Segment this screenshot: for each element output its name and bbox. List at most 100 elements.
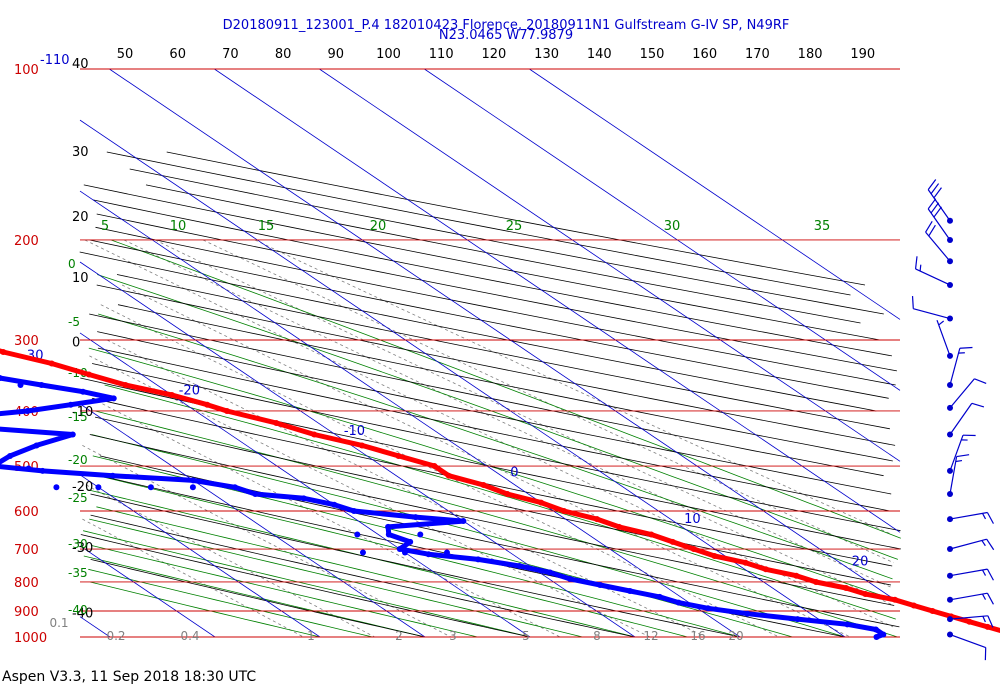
temperature-point [762, 566, 769, 573]
wind-barb-station-dot [947, 315, 953, 322]
wind-barb-station-dot [947, 352, 953, 359]
wind-barb-half-flag [981, 513, 987, 520]
dewpoint-point [38, 381, 45, 388]
dewpoint-point [425, 551, 432, 558]
wind-barb-flag [986, 592, 994, 605]
wind-barb-flag [927, 179, 937, 190]
mixing-ratio-line [254, 239, 893, 535]
wind-barb-flag [971, 402, 985, 408]
dewpoint-point [231, 484, 238, 491]
moist-adiabat-line [88, 568, 373, 638]
mixing-ratio-line [123, 239, 894, 606]
temperature-point [593, 516, 600, 523]
wind-barb-station-dot [947, 490, 953, 497]
dry-adiabat-line [92, 199, 892, 357]
mixing-ratio-line [121, 284, 851, 638]
chart-title-group: D20180911_123001_P.4 182010423 Florence,… [223, 18, 790, 43]
temperature-point [85, 371, 92, 378]
left-scale-label: -40 [72, 606, 93, 621]
wind-barb-station-dot [947, 236, 953, 243]
left-scale-label: 30 [72, 145, 89, 160]
dry-adiabat-line [95, 416, 892, 586]
chart-title-line1: D20180911_123001_P.4 182010423 Florence,… [223, 18, 790, 33]
wind-barb-station-dot [947, 281, 953, 288]
isotherm-label: 0 [510, 465, 518, 480]
temperature-point [910, 602, 917, 609]
dry-adiabat-line [80, 534, 531, 638]
moist-adiabat-label: 0 [68, 257, 76, 271]
temperature-point [395, 452, 402, 459]
wind-barb-flag [927, 198, 937, 210]
temperature-point [742, 559, 749, 566]
wind-barb-station-dot [947, 258, 953, 265]
dewpoint-point [475, 556, 482, 563]
top-scale-label: 100 [376, 47, 401, 62]
dewpoint-point [547, 569, 554, 576]
wind-barb-flag [933, 187, 942, 199]
isotherm-line [79, 190, 741, 638]
isotherm-line [79, 545, 216, 638]
wind-barb [936, 320, 953, 359]
wind-barb-half-flag [981, 593, 987, 600]
mixing-ratio-line [82, 518, 304, 638]
mixing-ratio-label: 2 [395, 629, 403, 643]
wind-barb-flag [925, 221, 933, 233]
temperature-point [538, 499, 545, 506]
top-scale-label: 90 [328, 47, 345, 62]
dewpoint-point [880, 631, 887, 638]
dewpoint-point [33, 442, 40, 449]
isobars [80, 68, 900, 638]
wind-barb-half-flag [938, 320, 945, 326]
top-scale-label: 70 [222, 47, 239, 62]
left-scale-label: 20 [72, 210, 89, 225]
temperature-point [843, 585, 850, 592]
dewpoint-point [7, 452, 14, 459]
dewpoint-point [401, 549, 408, 556]
dewpoint-point [460, 518, 467, 525]
dewpoint-point [516, 563, 523, 570]
moist-adiabat-label: -25 [68, 491, 88, 505]
dry-adiabat-line [117, 304, 893, 462]
dewpoint-point [744, 610, 751, 617]
dewpoint-point [95, 484, 102, 491]
theta-e-label: 15 [258, 219, 275, 234]
moist-adiabat-label: -35 [68, 566, 88, 580]
moist-adiabats [83, 239, 901, 638]
wind-barb-station-dot [947, 616, 953, 623]
wind-barb-staff [915, 268, 951, 286]
moist-adiabat-label: -40 [68, 603, 88, 617]
dry-adiabat-line [90, 559, 426, 638]
pressure-tick-label: 700 [14, 543, 39, 558]
wind-barb-flag [928, 224, 936, 237]
left-scale-label: -20 [72, 480, 93, 495]
dewpoint-point [597, 582, 604, 589]
wind-barb-flag [974, 378, 987, 384]
temperature-point [48, 360, 55, 367]
theta-e-label: 10 [170, 219, 187, 234]
dewpoint-point [873, 634, 880, 640]
wind-barb [947, 631, 987, 661]
wind-barb-staff [949, 378, 975, 409]
mixing-ratio-label: 5 [522, 629, 530, 643]
dewpoint-trace [0, 375, 887, 640]
wind-barb-staff [949, 348, 961, 386]
temperature-trace [0, 348, 1000, 634]
wind-barb-staff [913, 308, 951, 320]
temperature-point [122, 381, 129, 388]
temperature-point [616, 523, 623, 530]
pressure-tick-label: 200 [14, 234, 39, 249]
dewpoint-point [704, 605, 711, 612]
wind-barb-staff [927, 189, 951, 222]
isotherm-line [79, 474, 321, 638]
dewpoint-point [412, 514, 419, 521]
dry-adiabat-line [97, 331, 892, 495]
wind-barb-station-dot [947, 467, 953, 474]
isotherm-line [79, 332, 531, 638]
dewpoint-point [844, 621, 851, 628]
wind-barb [947, 511, 994, 524]
isotherm-line [79, 261, 636, 638]
wind-barb-flag [986, 512, 994, 524]
wind-barb-half-flag [981, 569, 987, 576]
temperature-point [669, 538, 676, 545]
dry-adiabat-line [129, 168, 884, 315]
